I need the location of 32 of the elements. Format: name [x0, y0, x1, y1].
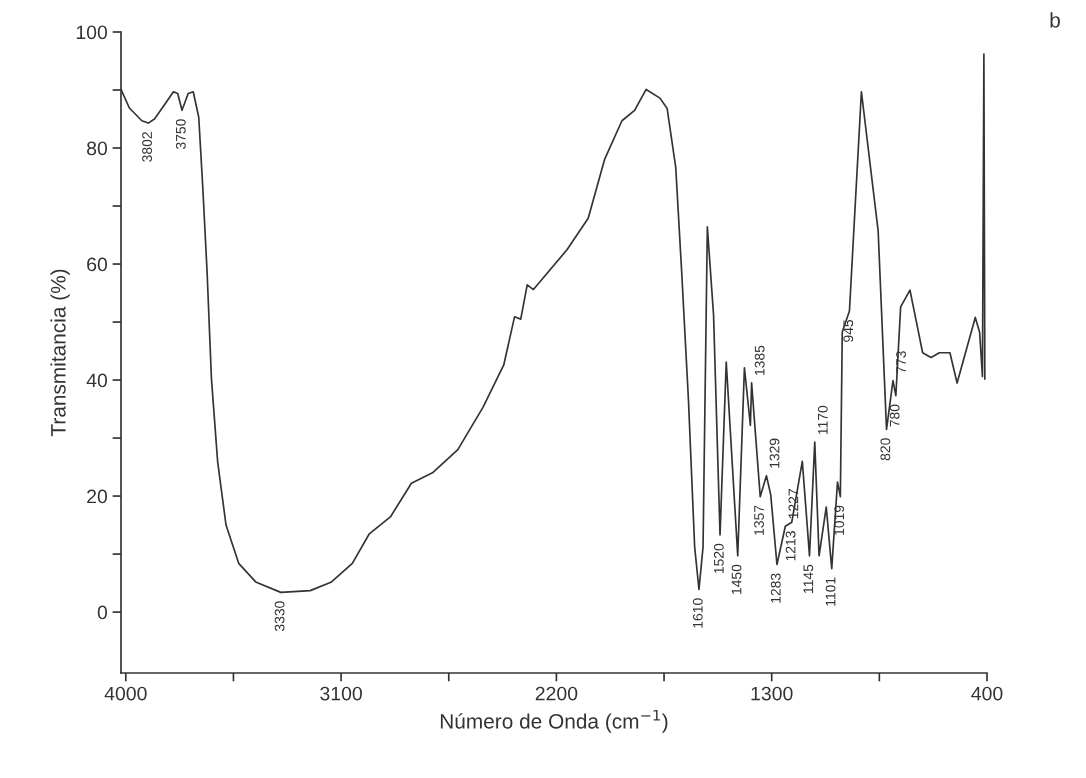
annotation: 1610	[692, 598, 703, 628]
annotation: 1101	[825, 577, 836, 606]
annotation: 3802	[142, 132, 152, 162]
y-tick-label: 0	[97, 605, 108, 620]
annotation: 1283	[770, 573, 781, 603]
annotation: 1227	[788, 489, 799, 519]
x-tick-label: 2200	[535, 686, 578, 701]
text: b	[1050, 12, 1060, 28]
x-tick-label: 3100	[320, 686, 362, 701]
y-tick-label: 80	[87, 141, 108, 156]
x-tick-label: 400	[971, 686, 1003, 701]
annotation: 1385	[754, 345, 765, 375]
x-tick-label: 1300	[751, 686, 793, 701]
y-tick-label: 60	[87, 257, 108, 272]
annotation: 1357	[754, 505, 764, 535]
y-axis-title: Transmitancia (%)	[50, 269, 70, 437]
annotation: 945	[843, 319, 854, 342]
annotation: 3750	[175, 119, 186, 150]
annotation: 1213	[785, 531, 796, 561]
annotation: 780	[889, 404, 900, 427]
annotation: 1329	[769, 438, 780, 468]
x-axis-title: Número de Onda (cm$^{−1}$)	[440, 709, 668, 733]
annotation: 1450	[731, 564, 742, 594]
annotation: 1145	[803, 564, 814, 593]
annotation: 1520	[713, 543, 724, 574]
x-tick-label: 4000	[104, 686, 147, 701]
y-tick-label: 40	[86, 373, 108, 388]
y-tick-label: 20	[87, 489, 108, 504]
annotation: 1170	[817, 405, 828, 435]
y-tick-label: 100	[76, 25, 108, 40]
annotation: 3330	[274, 601, 285, 632]
annotation: 820	[880, 438, 891, 461]
